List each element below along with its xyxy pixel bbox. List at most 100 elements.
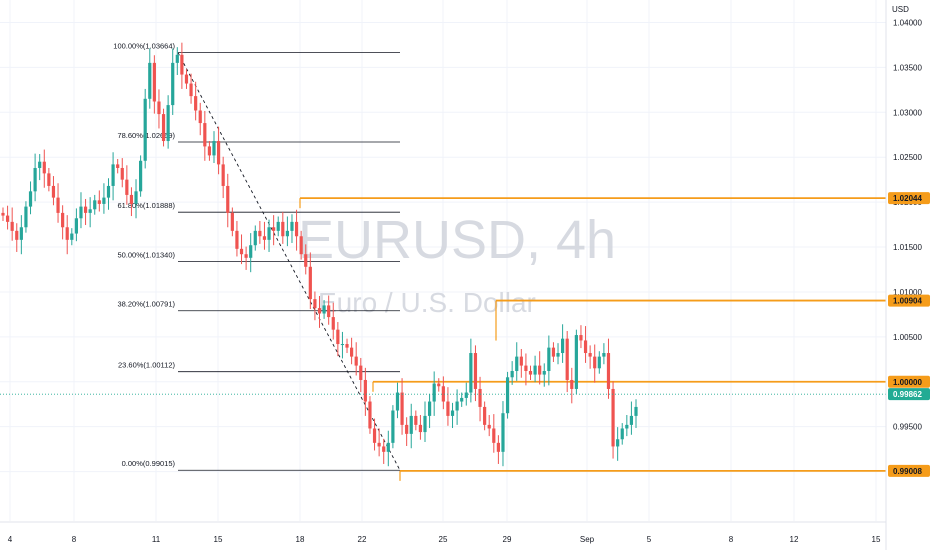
candle[interactable] (340, 331, 345, 359)
candle[interactable] (437, 378, 441, 392)
candle[interactable] (570, 367, 574, 404)
candle[interactable] (391, 405, 395, 449)
candle[interactable] (88, 197, 92, 228)
candle[interactable] (469, 338, 473, 403)
time-axis[interactable]: 4 8 11 15 18 22 25 29 Sep 5 8 12 15 (0, 521, 886, 544)
candle[interactable] (473, 345, 478, 402)
candle[interactable] (180, 42, 184, 89)
candle[interactable] (368, 396, 372, 434)
candle[interactable] (377, 428, 381, 457)
candle[interactable] (455, 389, 459, 425)
candle[interactable] (120, 158, 124, 188)
candle[interactable] (483, 401, 487, 431)
candle[interactable] (47, 167, 51, 192)
candle[interactable] (171, 48, 175, 115)
candle[interactable] (501, 401, 505, 467)
candle[interactable] (588, 345, 592, 369)
candle[interactable] (198, 102, 202, 136)
candle[interactable] (510, 361, 514, 385)
candle[interactable] (83, 198, 88, 226)
candle[interactable] (478, 376, 482, 422)
candle[interactable] (565, 331, 569, 393)
candle[interactable] (460, 392, 464, 407)
candle[interactable] (583, 326, 588, 363)
candle[interactable] (258, 220, 262, 244)
candle[interactable] (450, 402, 455, 429)
candle[interactable] (441, 376, 445, 410)
candle[interactable] (304, 244, 308, 275)
candle[interactable] (616, 427, 620, 461)
candle[interactable] (61, 205, 65, 240)
candle[interactable] (212, 131, 216, 164)
candle[interactable] (519, 348, 523, 378)
candle[interactable] (125, 165, 129, 205)
candle[interactable] (313, 291, 317, 321)
candle[interactable] (290, 214, 294, 243)
candle[interactable] (423, 401, 427, 442)
candle[interactable] (382, 438, 386, 464)
candle[interactable] (597, 351, 601, 374)
candle[interactable] (226, 173, 230, 228)
candle[interactable] (400, 378, 404, 435)
candle[interactable] (194, 81, 198, 121)
candle[interactable] (143, 88, 147, 169)
candle[interactable] (515, 342, 519, 381)
candle[interactable] (129, 187, 134, 217)
candle[interactable] (538, 351, 542, 385)
candle[interactable] (359, 357, 363, 393)
candle[interactable] (551, 342, 556, 363)
candle[interactable] (79, 192, 83, 229)
candle[interactable] (492, 414, 496, 453)
candle[interactable] (221, 156, 225, 199)
candle[interactable] (524, 353, 528, 386)
horizontal-levels[interactable] (299, 197, 886, 481)
candle[interactable] (528, 365, 533, 380)
candle[interactable] (216, 126, 221, 175)
candle[interactable] (606, 338, 611, 399)
candle[interactable] (134, 179, 138, 219)
candle[interactable] (327, 295, 331, 325)
candle[interactable] (253, 225, 257, 251)
candle[interactable] (542, 363, 546, 387)
candle[interactable] (386, 430, 390, 467)
candle[interactable] (24, 201, 28, 233)
candle[interactable] (184, 69, 189, 89)
candle[interactable] (56, 183, 60, 223)
candle[interactable] (203, 110, 207, 161)
candle[interactable] (427, 393, 432, 429)
candle[interactable] (363, 367, 367, 416)
candle[interactable] (285, 216, 289, 247)
candle[interactable] (336, 322, 340, 357)
candle[interactable] (533, 355, 537, 383)
candle[interactable] (157, 89, 161, 129)
candle[interactable] (629, 401, 634, 435)
candle[interactable] (152, 55, 156, 114)
candle[interactable] (496, 435, 500, 464)
candle[interactable] (625, 415, 629, 437)
candle[interactable] (166, 95, 170, 149)
candle[interactable] (561, 324, 565, 363)
candle[interactable] (244, 246, 248, 270)
candle[interactable] (299, 230, 303, 260)
candle[interactable] (267, 219, 271, 252)
candle[interactable] (230, 207, 234, 237)
candle[interactable] (350, 337, 354, 365)
candle[interactable] (28, 181, 33, 215)
candle[interactable] (505, 371, 510, 419)
candle[interactable] (19, 215, 23, 255)
candle[interactable] (272, 215, 276, 246)
candle[interactable] (620, 423, 624, 445)
candle[interactable] (276, 216, 280, 237)
candle[interactable] (611, 381, 615, 459)
candle[interactable] (175, 47, 179, 76)
candle[interactable] (317, 295, 322, 328)
candle[interactable] (593, 344, 597, 383)
candle[interactable] (414, 410, 418, 431)
candle[interactable] (322, 300, 326, 319)
candle[interactable] (207, 141, 212, 161)
candle[interactable] (446, 387, 450, 426)
candle[interactable] (5, 205, 10, 230)
candle[interactable] (161, 108, 166, 147)
candle[interactable] (116, 158, 120, 174)
